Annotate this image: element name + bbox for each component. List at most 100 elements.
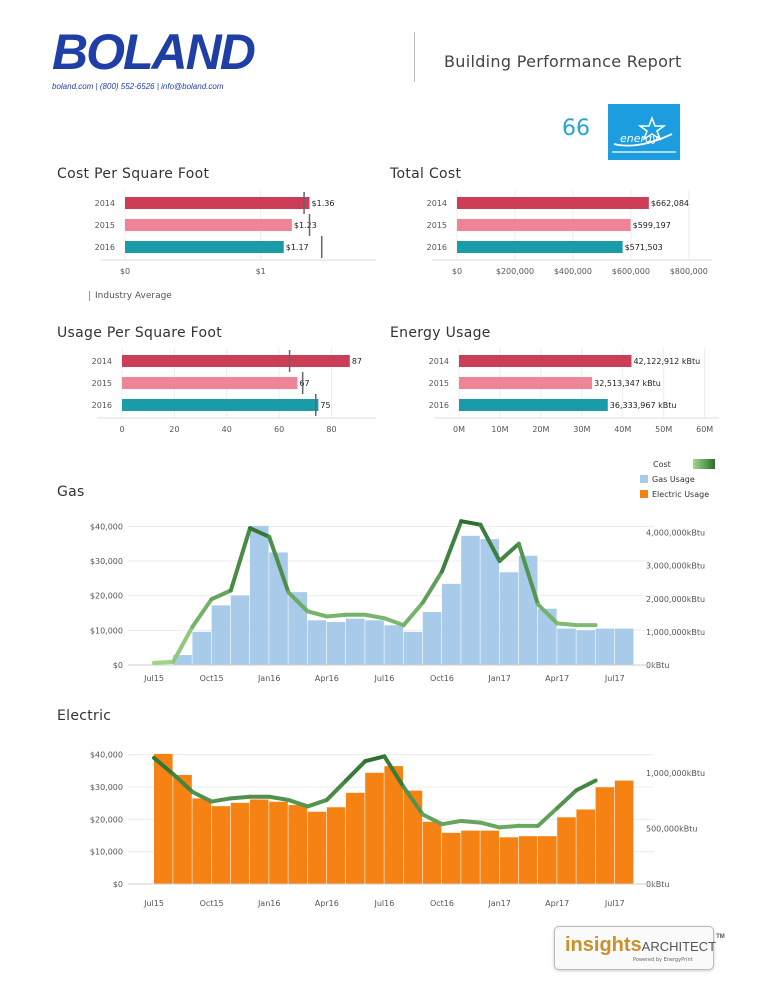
x-tick-label: $0 [120, 267, 130, 276]
usage-bar [173, 655, 192, 665]
x-tick-label: $800,000 [670, 267, 708, 276]
chart-electric: $0 $10,000 $20,000 $30,000 $40,000 0kBtu 500,0… [90, 751, 705, 908]
usage-bar [557, 817, 576, 884]
bar-value-label: 42,122,912 kBtu [633, 357, 700, 366]
x-tick-label: $1 [256, 267, 266, 276]
cost-line-segment [401, 785, 425, 817]
cost-line-segment [324, 612, 348, 619]
usage-bar [173, 775, 192, 884]
cost-line-segment [440, 818, 464, 827]
x-tick-label: 0M [453, 425, 465, 434]
usage-bar [365, 772, 384, 884]
usage-bar [442, 583, 461, 665]
powered-by-text: Powered by EnergyPrint [633, 957, 693, 963]
y-right-tick-label: 3,000,000kBtu [646, 562, 705, 571]
x-tick-label: 10M [491, 425, 508, 434]
x-tick-label: 40M [614, 425, 631, 434]
y-left-tick-label: $0 [113, 661, 123, 670]
usage-bar [211, 605, 231, 665]
x-tick-label: $0 [452, 267, 462, 276]
bar-2016 [122, 399, 319, 411]
usage-bar [538, 836, 557, 884]
cost-line-segment [305, 609, 329, 619]
usage-bar [614, 628, 634, 665]
cost-line-segment [459, 818, 483, 825]
chart-usage-per-sqft: 0 20 40 60 80 2014 87 2015 67 2016 75 [92, 348, 376, 434]
y-left-tick-label: $30,000 [90, 557, 123, 566]
x-tick-label: 80 [326, 425, 336, 434]
y-category-label: 2014 [92, 357, 112, 366]
trademark-mark: TM [716, 934, 725, 940]
chart-title-energy-usage: Energy Usage [390, 325, 491, 341]
usage-bar [499, 837, 519, 884]
y-right-tick-label: 0kBtu [646, 880, 669, 889]
chart-energy-usage: 0M 10M 20M 30M 40M 50M 60M 2014 42,122,912 kBtu 2… [429, 348, 719, 434]
chart-title-gas: Gas [57, 484, 85, 500]
usage-bar [442, 832, 461, 884]
cost-line-segment [228, 794, 252, 801]
usage-bar [288, 592, 307, 665]
insights-brand: insights [565, 934, 642, 956]
cost-line-segment [420, 812, 444, 827]
x-tick-label: Apr16 [315, 674, 339, 683]
x-tick-label: Jan16 [257, 899, 281, 908]
cost-line-segment [248, 526, 272, 539]
x-tick-label: 60M [696, 425, 713, 434]
y-category-label: 2015 [429, 379, 449, 388]
bar-value-label: $662,084 [651, 199, 689, 208]
usage-bar [614, 780, 634, 884]
y-category-label: 2015 [95, 221, 115, 230]
insights-architect-badge: insightsARCHITECTTM Powered by EnergyPri… [554, 926, 725, 970]
usage-bar [422, 612, 442, 665]
legend-title: Cost [653, 460, 671, 469]
usage-bar [192, 631, 211, 665]
insights-wordmark: insightsARCHITECTTM [565, 934, 725, 957]
legend-cost-swatch [693, 459, 715, 469]
cost-line-segment [209, 796, 233, 804]
x-tick-label: 40 [222, 425, 232, 434]
cost-line-segment [555, 621, 579, 628]
usage-bar [595, 628, 615, 665]
legend-gas-swatch [640, 475, 648, 483]
bar-value-label: 36,333,967 kBtu [610, 401, 677, 410]
y-category-label: 2016 [95, 243, 115, 252]
bar-2015 [122, 377, 298, 389]
energy-star-logo: energy [608, 104, 680, 160]
usage-bar [307, 811, 327, 884]
usage-bar [499, 572, 519, 665]
x-tick-label: Apr17 [545, 899, 569, 908]
y-right-tick-label: 1,000,000kBtu [646, 769, 705, 778]
x-tick-label: 50M [655, 425, 672, 434]
architect-brand: ARCHITECT [641, 939, 717, 954]
usage-bar [576, 809, 595, 884]
x-tick-label: Jul15 [143, 899, 164, 908]
y-category-label: 2016 [92, 401, 112, 410]
cost-line-segment [344, 759, 368, 783]
usage-bar [346, 618, 365, 665]
y-right-tick-label: 4,000,000kBtu [646, 529, 705, 538]
usage-bar [480, 539, 499, 665]
bar-value-label: 87 [352, 357, 362, 366]
x-tick-label: 30M [573, 425, 590, 434]
usage-bar [595, 787, 615, 884]
x-tick-label: Oct16 [430, 899, 454, 908]
usage-bar [307, 620, 327, 665]
usage-bar [538, 608, 557, 665]
y-category-label: 2016 [429, 401, 449, 410]
bar-2015 [125, 219, 292, 231]
cost-line-segment [382, 616, 406, 628]
usage-bar [346, 792, 365, 884]
usage-bar [422, 821, 442, 884]
cost-line-segment [516, 541, 540, 607]
cost-line-segment [152, 755, 176, 777]
bar-2014 [459, 355, 632, 367]
y-left-tick-label: $0 [113, 880, 123, 889]
bar-value-label: $1.36 [312, 199, 335, 208]
x-tick-label: Apr17 [545, 674, 569, 683]
cost-line-segment [363, 612, 387, 621]
chart-title-usage-per-sqft: Usage Per Square Foot [57, 325, 223, 341]
usage-bar [384, 625, 403, 665]
cost-line-segment [497, 541, 521, 564]
cost-line-segment [459, 519, 483, 527]
chart-title-cost-per-sqft: Cost Per Square Foot [57, 166, 210, 182]
